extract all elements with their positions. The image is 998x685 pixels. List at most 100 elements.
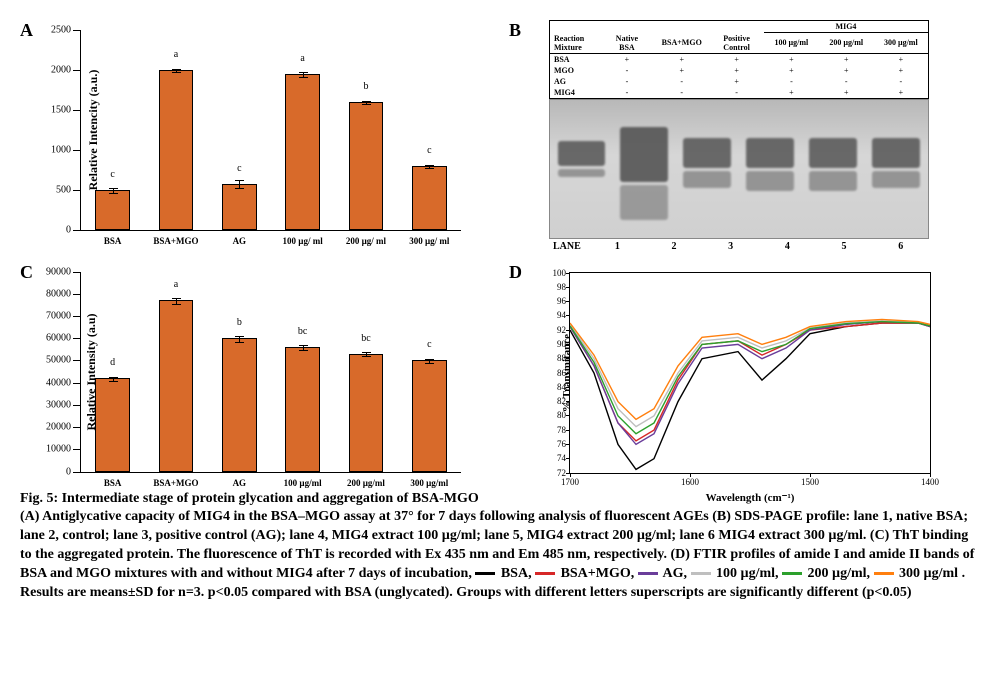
bar-slot: c300 µg/ml	[398, 272, 461, 472]
gel-col-header: 300 µg/ml	[874, 33, 929, 54]
bar: c	[222, 184, 257, 230]
y-tick	[73, 383, 81, 384]
bar: c	[95, 190, 130, 230]
gel-col-header: 200 µg/ml	[819, 33, 874, 54]
gel-cell: +	[819, 87, 874, 99]
gel-cell: +	[874, 65, 929, 76]
y-tick	[73, 427, 81, 428]
gel-cell: +	[764, 65, 819, 76]
gel-lane	[802, 100, 865, 238]
y-tick	[566, 330, 570, 331]
panel-b: B MIG4ReactionMixtureNativeBSABSA+MGOPos…	[509, 20, 978, 252]
gel-col-header: NativeBSA	[600, 33, 655, 54]
y-tick-label: 10000	[46, 444, 71, 455]
x-tick-label: BSA	[104, 236, 122, 246]
color-key-label: AG,	[660, 566, 691, 581]
y-tick	[73, 449, 81, 450]
y-tick-label: 100	[553, 268, 567, 278]
bar-slot: bAG	[208, 272, 271, 472]
panel-a: A Relative Intencity (a.u.) cBSAaBSA+MGO…	[20, 20, 489, 252]
gel-band	[746, 171, 794, 190]
bar: a	[159, 300, 194, 471]
panel-d-label: D	[509, 262, 522, 283]
lane-number: 4	[759, 241, 816, 252]
series-300-g-ml	[570, 319, 930, 419]
y-tick	[566, 387, 570, 388]
bar-slot: dBSA	[81, 272, 144, 472]
gel-cell: -	[819, 76, 874, 87]
series-100-g-ml	[570, 320, 930, 426]
gel-band	[872, 171, 920, 188]
bar-slot: bc200 µg/ml	[334, 272, 397, 472]
bar: a	[285, 74, 320, 230]
error-bar	[239, 336, 240, 343]
bar-slot: b200 µg/ ml	[334, 30, 397, 230]
y-tick-label: 80000	[46, 288, 71, 299]
y-tick	[73, 294, 81, 295]
color-key-label: BSA+MGO,	[557, 566, 638, 581]
y-tick-label: 90	[557, 339, 566, 349]
bar-slot: aBSA+MGO	[144, 30, 207, 230]
bar: bc	[285, 347, 320, 471]
gel-col-header: ReactionMixture	[550, 33, 600, 54]
series-ag	[570, 321, 930, 444]
gel-col-header: PositiveControl	[709, 33, 764, 54]
color-swatch	[874, 572, 894, 575]
color-key-label: 300 µg/ml	[896, 566, 959, 581]
bar: b	[222, 338, 257, 471]
series-bsa-mgo	[570, 323, 930, 441]
gel-cell: +	[709, 76, 764, 87]
gel-cell: -	[600, 76, 655, 87]
x-tick-label: 300 µg/ ml	[409, 236, 449, 246]
x-tick-label: AG	[233, 478, 247, 488]
bar-annot: bc	[298, 326, 307, 337]
y-tick	[73, 360, 81, 361]
y-tick-label: 92	[557, 325, 566, 335]
lane-number: 5	[816, 241, 873, 252]
bar: d	[95, 378, 130, 471]
panel-a-label: A	[20, 20, 33, 41]
gel-cell: -	[600, 65, 655, 76]
gel-cell: -	[764, 76, 819, 87]
chart-c: Relative Intensity (a.u) dBSAaBSA+MGObAG…	[80, 272, 461, 473]
panel-d: D % Transmitance Wavelength (cm⁻¹) 72747…	[509, 262, 978, 474]
gel-cell: +	[709, 65, 764, 76]
y-tick-label: 82	[557, 396, 566, 406]
error-bar	[366, 101, 367, 105]
y-tick-label: 60000	[46, 333, 71, 344]
gel-band	[558, 141, 606, 166]
bar: b	[349, 102, 384, 230]
color-swatch	[638, 572, 658, 575]
x-tick-label: 1700	[561, 477, 579, 487]
bar-annot: c	[427, 145, 431, 156]
y-tick	[566, 415, 570, 416]
bar-annot: a	[300, 53, 304, 64]
color-key-label: 200 µg/ml,	[804, 566, 874, 581]
gel-band	[872, 138, 920, 168]
bar-annot: a	[174, 49, 178, 60]
lane-number: 3	[702, 241, 759, 252]
y-tick-label: 0	[66, 225, 71, 236]
y-tick-label: 0	[66, 466, 71, 477]
gel-cell: +	[764, 53, 819, 65]
x-tick-label: 1500	[801, 477, 819, 487]
y-tick-label: 86	[557, 368, 566, 378]
y-tick-label: 98	[557, 282, 566, 292]
gel-cell: +	[819, 53, 874, 65]
gel-band	[746, 138, 794, 168]
gel-table: MIG4ReactionMixtureNativeBSABSA+MGOPosit…	[549, 20, 929, 99]
y-tick-label: 90000	[46, 266, 71, 277]
bar-slot: cAG	[208, 30, 271, 230]
gel-cell: +	[709, 53, 764, 65]
bar-slot: bc100 µg/ml	[271, 272, 334, 472]
bar-annot: d	[110, 357, 115, 368]
lane-label-title: LANE	[553, 241, 581, 252]
chart-a-bars: cBSAaBSA+MGOcAGa100 µg/ mlb200 µg/ mlc30…	[81, 30, 461, 230]
y-tick-label: 80	[557, 410, 566, 420]
gel-row-head: MIG4	[550, 87, 600, 99]
gel-cell: +	[819, 65, 874, 76]
y-tick	[566, 358, 570, 359]
y-tick-label: 40000	[46, 377, 71, 388]
bar-annot: b	[237, 317, 242, 328]
error-bar	[429, 359, 430, 364]
